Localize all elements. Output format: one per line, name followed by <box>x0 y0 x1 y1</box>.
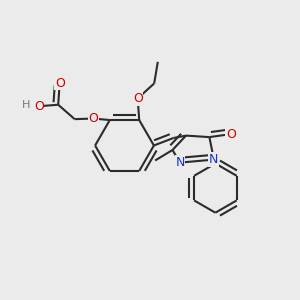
Text: N: N <box>175 156 185 169</box>
Text: O: O <box>133 92 142 105</box>
Text: N: N <box>209 153 219 166</box>
Text: O: O <box>226 128 236 141</box>
Text: O: O <box>55 76 64 90</box>
Text: H: H <box>22 100 30 110</box>
Text: O: O <box>88 112 98 125</box>
Text: O: O <box>34 100 43 113</box>
